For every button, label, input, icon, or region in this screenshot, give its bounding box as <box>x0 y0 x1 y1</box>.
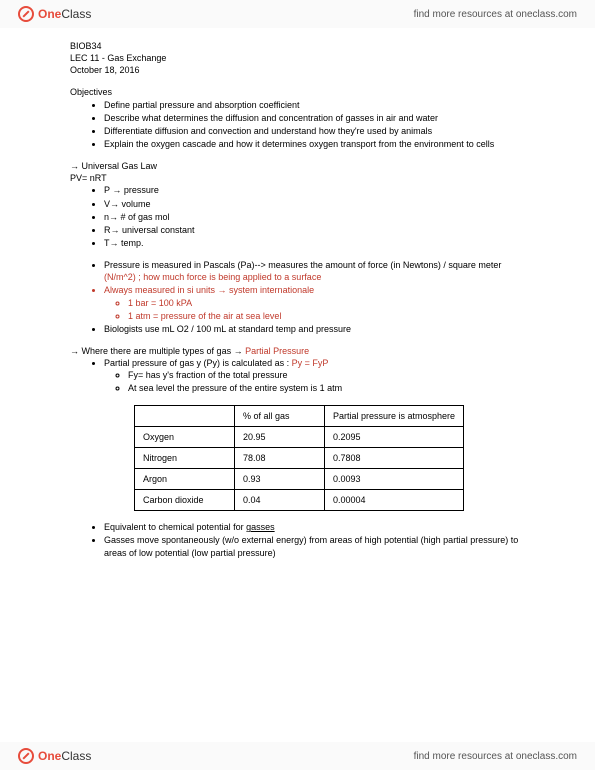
gaslaw-section: → Universal Gas Law PV= nRT P → pressure… <box>70 160 525 249</box>
oneclass-icon <box>18 748 34 764</box>
table-header <box>135 405 235 426</box>
list-item: V→ volume <box>104 198 525 210</box>
table-cell: 0.2095 <box>325 426 464 447</box>
list-item: Describe what determines the diffusion a… <box>104 112 525 124</box>
partial-heading: → Where there are multiple types of gas … <box>70 345 525 357</box>
table-cell: 0.7808 <box>325 447 464 468</box>
table-cell: 20.95 <box>235 426 325 447</box>
footer-bar: OneClass find more resources at oneclass… <box>0 742 595 770</box>
gaslaw-heading: → Universal Gas Law <box>70 160 525 172</box>
table-cell: 0.93 <box>235 468 325 489</box>
course-header: BIOB34 LEC 11 - Gas Exchange October 18,… <box>70 40 525 76</box>
footer-notes: Equivalent to chemical potential for gas… <box>70 521 525 558</box>
table-cell: Carbon dioxide <box>135 490 235 511</box>
lecture-date: October 18, 2016 <box>70 64 525 76</box>
list-item: P → pressure <box>104 184 525 196</box>
table-cell: Nitrogen <box>135 447 235 468</box>
table-cell: 0.00004 <box>325 490 464 511</box>
lecture-title: LEC 11 - Gas Exchange <box>70 52 525 64</box>
footer-tagline: find more resources at oneclass.com <box>414 751 577 762</box>
objectives-heading: Objectives <box>70 86 525 98</box>
list-item: Pressure is measured in Pascals (Pa)--> … <box>104 259 525 283</box>
table-row: Oxygen 20.95 0.2095 <box>135 426 464 447</box>
objectives-list: Define partial pressure and absorption c… <box>104 99 525 151</box>
logo: OneClass <box>18 748 91 764</box>
logo-text: OneClass <box>38 7 91 21</box>
table-header: % of all gas <box>235 405 325 426</box>
list-item: 1 atm = pressure of the air at sea level <box>128 310 525 322</box>
list-item: Partial pressure of gas y (Py) is calcul… <box>104 357 525 394</box>
table-cell: 0.0093 <box>325 468 464 489</box>
course-code: BIOB34 <box>70 40 525 52</box>
gaslaw-terms: P → pressure V→ volume n→ # of gas mol R… <box>104 184 525 249</box>
list-item: At sea level the pressure of the entire … <box>128 382 525 394</box>
gas-table: % of all gas Partial pressure is atmosph… <box>134 405 464 512</box>
document-body: BIOB34 LEC 11 - Gas Exchange October 18,… <box>70 40 525 569</box>
list-item: Biologists use mL O2 / 100 mL at standar… <box>104 323 525 335</box>
partial-pressure-section: → Where there are multiple types of gas … <box>70 345 525 395</box>
list-item: T→ temp. <box>104 237 525 249</box>
list-item: Fy= has y's fraction of the total pressu… <box>128 369 525 381</box>
header-bar: OneClass find more resources at oneclass… <box>0 0 595 28</box>
list-item: 1 bar = 100 kPA <box>128 297 525 309</box>
table-row: % of all gas Partial pressure is atmosph… <box>135 405 464 426</box>
red-text: Py = FyP <box>292 358 329 368</box>
logo-text: OneClass <box>38 749 91 763</box>
list-item: Gasses move spontaneously (w/o external … <box>104 534 525 558</box>
list-item: Define partial pressure and absorption c… <box>104 99 525 111</box>
list-item: Explain the oxygen cascade and how it de… <box>104 138 525 150</box>
list-item: Equivalent to chemical potential for gas… <box>104 521 525 533</box>
underline-text: gasses <box>246 522 275 532</box>
list-item: n→ # of gas mol <box>104 211 525 223</box>
objectives-section: Objectives Define partial pressure and a… <box>70 86 525 150</box>
table-row: Carbon dioxide 0.04 0.00004 <box>135 490 464 511</box>
pressure-notes: Pressure is measured in Pascals (Pa)--> … <box>70 259 525 335</box>
red-text: (N/m^2) ; how much force is being applie… <box>104 272 321 282</box>
list-item: Always measured in si units → system int… <box>104 284 525 321</box>
table-row: Nitrogen 78.08 0.7808 <box>135 447 464 468</box>
table-cell: 78.08 <box>235 447 325 468</box>
table-cell: 0.04 <box>235 490 325 511</box>
table-cell: Oxygen <box>135 426 235 447</box>
table-row: Argon 0.93 0.0093 <box>135 468 464 489</box>
logo: OneClass <box>18 6 91 22</box>
table-cell: Argon <box>135 468 235 489</box>
table-header: Partial pressure is atmosphere <box>325 405 464 426</box>
header-tagline: find more resources at oneclass.com <box>414 9 577 20</box>
gaslaw-equation: PV= nRT <box>70 172 525 184</box>
oneclass-icon <box>18 6 34 22</box>
list-item: R→ universal constant <box>104 224 525 236</box>
list-item: Differentiate diffusion and convection a… <box>104 125 525 137</box>
